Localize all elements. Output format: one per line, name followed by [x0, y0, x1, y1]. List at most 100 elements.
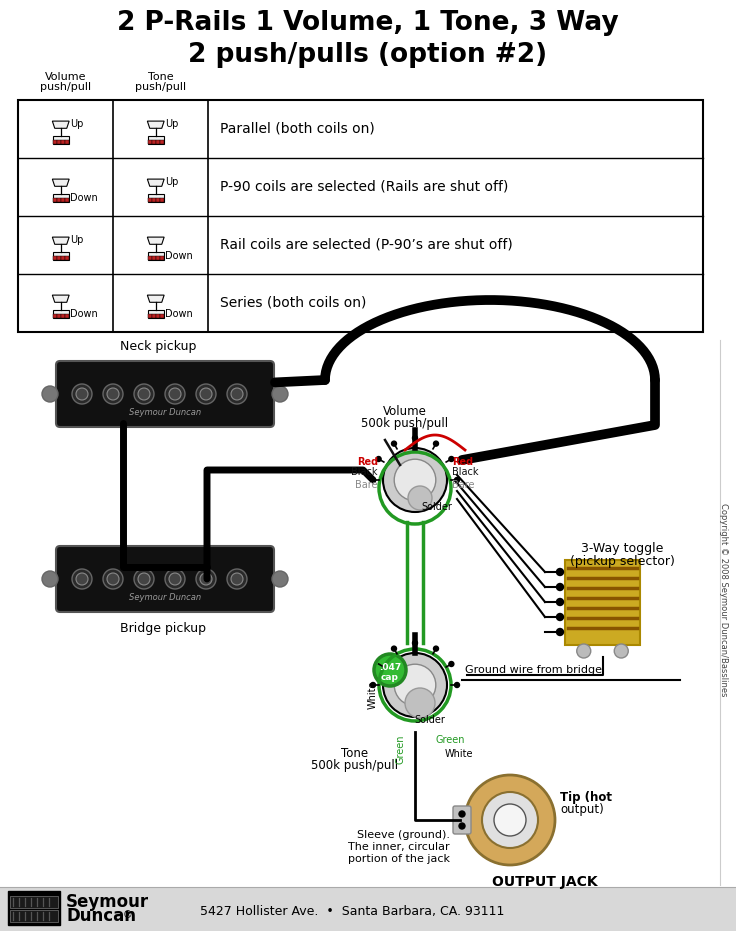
Circle shape	[465, 775, 555, 865]
Text: Down: Down	[165, 309, 193, 319]
Text: Red: Red	[357, 457, 378, 467]
Circle shape	[200, 573, 212, 585]
Circle shape	[434, 441, 439, 446]
Bar	[61, 256, 65, 261]
Text: Up: Up	[165, 177, 179, 187]
Text: Neck pickup: Neck pickup	[120, 340, 197, 353]
Bar	[61, 141, 65, 144]
Text: Green: Green	[435, 735, 464, 745]
Bar	[148, 198, 152, 202]
Bar	[152, 315, 156, 318]
Text: 2 P-Rails 1 Volume, 1 Tone, 3 Way: 2 P-Rails 1 Volume, 1 Tone, 3 Way	[117, 10, 619, 36]
Circle shape	[231, 573, 243, 585]
Text: The inner, circular: The inner, circular	[348, 842, 450, 852]
Text: Tone: Tone	[342, 747, 369, 760]
Text: 500k push/pull: 500k push/pull	[361, 417, 448, 430]
Text: White: White	[368, 681, 378, 709]
Bar	[160, 256, 163, 261]
Circle shape	[482, 792, 538, 848]
Text: Seymour Duncan: Seymour Duncan	[129, 593, 201, 602]
Circle shape	[449, 456, 454, 462]
Circle shape	[272, 571, 288, 587]
FancyBboxPatch shape	[453, 806, 471, 834]
Text: Down: Down	[70, 309, 97, 319]
Bar	[65, 315, 68, 318]
Circle shape	[494, 804, 526, 836]
Circle shape	[370, 682, 375, 687]
Circle shape	[42, 386, 58, 402]
Text: 500k push/pull: 500k push/pull	[311, 759, 399, 772]
Circle shape	[556, 614, 564, 620]
Circle shape	[455, 478, 459, 482]
Text: .047: .047	[379, 664, 401, 672]
Text: OUTPUT JACK: OUTPUT JACK	[492, 875, 598, 889]
Circle shape	[408, 486, 432, 510]
Bar	[53, 136, 68, 144]
Bar	[148, 195, 163, 202]
Polygon shape	[52, 121, 69, 128]
Text: Rail coils are selected (P-90’s are shut off): Rail coils are selected (P-90’s are shut…	[220, 238, 513, 252]
Bar	[148, 252, 163, 261]
Circle shape	[196, 384, 216, 404]
Polygon shape	[52, 179, 69, 186]
Circle shape	[615, 644, 629, 658]
Circle shape	[107, 388, 119, 400]
Circle shape	[103, 569, 123, 589]
Circle shape	[556, 569, 564, 575]
Text: push/pull: push/pull	[40, 82, 91, 92]
Text: Bare: Bare	[355, 480, 378, 490]
Circle shape	[103, 384, 123, 404]
Circle shape	[134, 569, 154, 589]
Bar	[0, 887, 736, 931]
Text: push/pull: push/pull	[135, 82, 186, 92]
Text: Tip (hot: Tip (hot	[560, 791, 612, 804]
Circle shape	[383, 448, 447, 512]
Text: Bare: Bare	[452, 480, 475, 490]
Polygon shape	[52, 295, 69, 303]
Circle shape	[392, 646, 397, 651]
Bar	[565, 560, 640, 645]
Circle shape	[556, 584, 564, 590]
Text: Down: Down	[165, 251, 193, 262]
Bar	[10, 910, 58, 922]
Text: Tone: Tone	[148, 72, 173, 82]
Text: Seymour Duncan: Seymour Duncan	[129, 408, 201, 417]
Bar	[61, 315, 65, 318]
Bar	[18, 100, 703, 332]
Text: Parallel (both coils on): Parallel (both coils on)	[220, 122, 375, 136]
Text: 2 push/pulls (option #2): 2 push/pulls (option #2)	[188, 42, 548, 68]
Polygon shape	[147, 179, 164, 186]
Circle shape	[405, 688, 435, 718]
Circle shape	[376, 456, 381, 462]
Bar	[160, 141, 163, 144]
Circle shape	[272, 386, 288, 402]
Bar	[53, 315, 57, 318]
Text: Black: Black	[452, 467, 478, 477]
Circle shape	[72, 569, 92, 589]
Text: Up: Up	[70, 119, 83, 129]
Text: White: White	[445, 749, 473, 759]
Bar	[53, 256, 57, 261]
Circle shape	[556, 628, 564, 636]
Bar	[8, 891, 60, 925]
Text: Up: Up	[70, 236, 83, 245]
Circle shape	[165, 569, 185, 589]
Text: Duncan: Duncan	[66, 907, 136, 925]
FancyBboxPatch shape	[56, 546, 274, 612]
Text: Bridge pickup: Bridge pickup	[120, 622, 206, 635]
Circle shape	[169, 388, 181, 400]
Text: 5427 Hollister Ave.  •  Santa Barbara, CA. 93111: 5427 Hollister Ave. • Santa Barbara, CA.…	[200, 905, 504, 917]
Bar	[53, 195, 68, 202]
Bar	[10, 896, 58, 908]
Circle shape	[196, 569, 216, 589]
Circle shape	[227, 569, 247, 589]
Bar	[148, 310, 163, 318]
Bar	[53, 141, 57, 144]
Text: ®: ®	[123, 910, 132, 920]
Polygon shape	[147, 237, 164, 244]
Bar	[57, 256, 61, 261]
Circle shape	[374, 654, 406, 686]
Text: Down: Down	[70, 194, 97, 203]
Circle shape	[227, 384, 247, 404]
Circle shape	[412, 641, 417, 645]
